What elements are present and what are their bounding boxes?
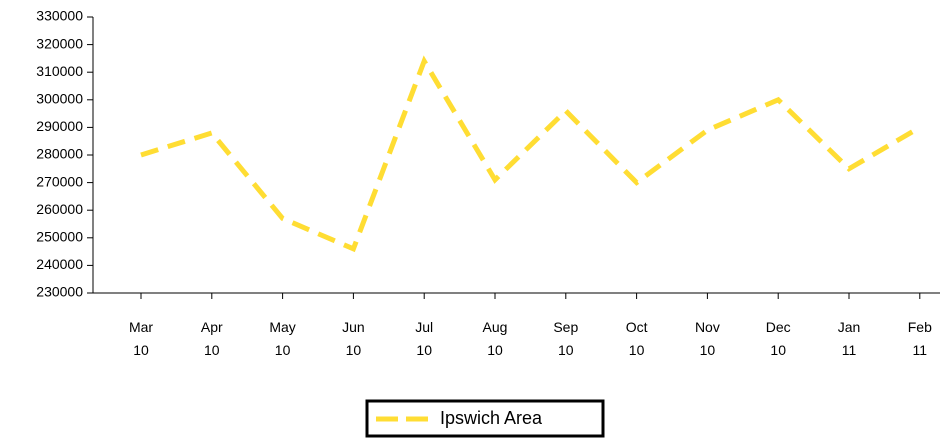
x-tick-label: Sep 10 [553, 319, 578, 358]
y-tick-label: 320000 [36, 35, 83, 51]
legend-label: Ipswich Area [440, 408, 543, 428]
y-tick-label: 280000 [36, 146, 83, 162]
legend: Ipswich Area [365, 399, 605, 438]
y-tick-label: 270000 [36, 173, 83, 189]
y-tick-label: 260000 [36, 201, 83, 217]
y-tick-label: 310000 [36, 63, 83, 79]
x-tick-label: Apr 10 [201, 319, 223, 358]
y-tick-label: 250000 [36, 229, 83, 245]
x-tick-label: Dec 10 [766, 319, 791, 358]
x-tick-label: Aug 10 [483, 319, 508, 358]
y-tick-label: 240000 [36, 256, 83, 272]
x-tick-label: Jun 10 [342, 319, 365, 358]
x-tick-label: Nov 10 [695, 319, 720, 358]
y-tick-label: 330000 [36, 8, 83, 24]
x-tick-label: Mar 10 [129, 319, 153, 358]
x-tick-label: May 10 [269, 319, 295, 358]
data-line [140, 55, 922, 253]
x-tick-label: Oct 10 [626, 319, 648, 358]
y-tick-label: 230000 [36, 284, 83, 300]
y-tick-label: 300000 [36, 91, 83, 107]
y-tick-label: 290000 [36, 118, 83, 134]
x-tick-label: Jul 10 [415, 319, 433, 358]
x-tick-label: Feb 11 [908, 319, 932, 358]
x-tick-label: Jan 11 [838, 319, 861, 358]
